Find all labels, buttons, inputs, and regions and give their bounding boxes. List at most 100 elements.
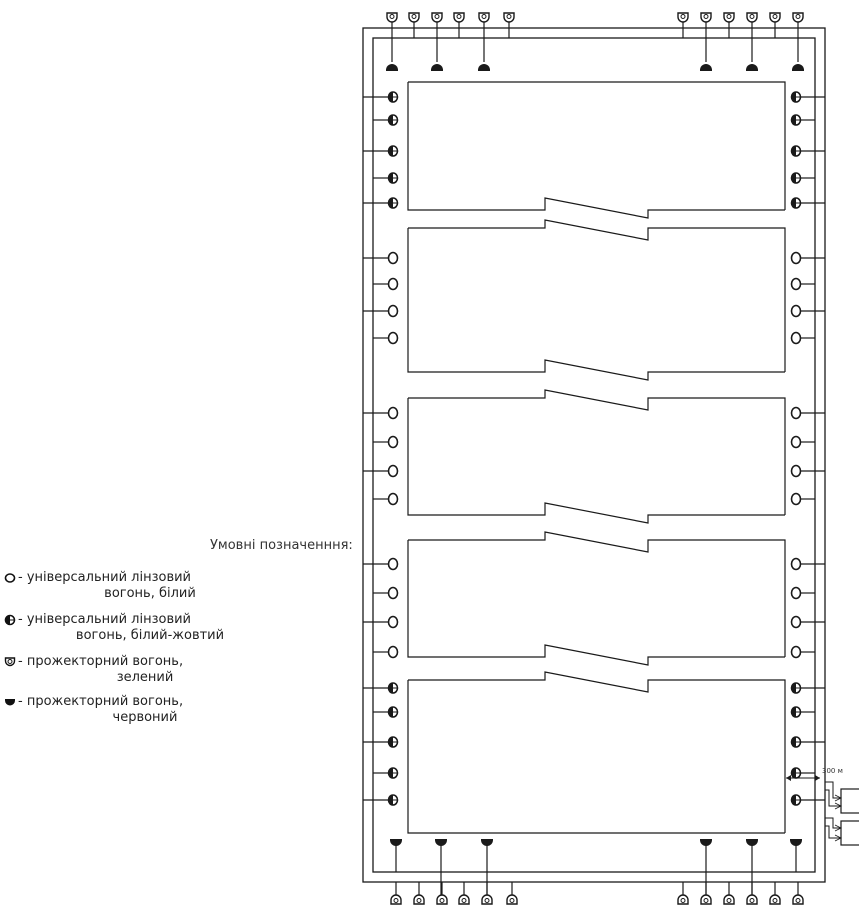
green-searchlight-light (792, 12, 804, 23)
green-searchlight-light (723, 12, 735, 23)
red-searchlight-light (700, 839, 712, 846)
white-lens-light (387, 645, 399, 659)
white-lens-light (387, 615, 399, 629)
red-searchlight-light (431, 64, 443, 71)
connector-arrow (834, 824, 842, 832)
white-lens-light (387, 557, 399, 571)
distance-arrow-head (815, 775, 820, 781)
connector-arrow (834, 794, 842, 802)
green-searchlight-light (453, 12, 465, 23)
green-searchlight-light (769, 12, 781, 23)
white-lens-light (790, 251, 802, 265)
green-searchlight-lens (506, 14, 512, 19)
green-searchlight-lens (411, 14, 417, 19)
green-searchlight-lens (680, 898, 686, 903)
connector-box (840, 788, 859, 814)
legend-item-label-cont: вогонь, білий-жовтий (75, 628, 225, 643)
connector-box (840, 820, 859, 846)
connector-arrow (834, 834, 842, 842)
white-lens-light (387, 464, 399, 478)
green-searchlight-lens (772, 14, 778, 19)
green-searchlight-light (503, 12, 515, 23)
green-searchlight-light (481, 894, 493, 905)
green-searchlight-light (408, 12, 420, 23)
outer-frame (362, 27, 826, 883)
green-searchlight-light (478, 12, 490, 23)
green-searchlight-lens (749, 898, 755, 903)
legend-item-label-cont: вогонь, білий (104, 586, 196, 601)
white-lens-light (387, 331, 399, 345)
red-searchlight-light (478, 64, 490, 71)
legend-title: Умовні позначенння: (210, 538, 353, 553)
white-lens-light (387, 492, 399, 506)
green-searchlight-lens (389, 14, 395, 19)
legend-item-white-yellow-lens: - універсальний лінзовий вогонь, білий-ж… (0, 612, 290, 644)
red-searchlight-light (790, 839, 802, 846)
white-lens-light (790, 304, 802, 318)
distance-label: 300 м (822, 767, 843, 775)
legend-item-label: - універсальний лінзовий (18, 612, 191, 627)
connector-wire (825, 817, 841, 829)
legend-item-label-cont: червоний (112, 710, 178, 725)
red-searchlight-light (386, 64, 398, 71)
block-outline-left (407, 540, 785, 666)
red-searchlight-light (746, 839, 758, 846)
red-searchlight-light (390, 839, 402, 846)
green-searchlight-lens (439, 898, 445, 903)
block-outline-right (408, 389, 786, 515)
green-searchlight-light (436, 894, 448, 905)
green-searchlight-light (792, 894, 804, 905)
white-lens-light (790, 464, 802, 478)
green-searchlight-light (723, 894, 735, 905)
green-searchlight-light (458, 894, 470, 905)
green-searchlight-lens (484, 898, 490, 903)
green-searchlight-lens (434, 14, 440, 19)
universal-lens-white-icon (4, 572, 16, 583)
green-searchlight-lens (703, 14, 709, 19)
red-searchlight-light (481, 839, 493, 846)
red-searchlight-light (792, 64, 804, 71)
legend-item-label: - прожекторний вогонь, (18, 694, 184, 709)
green-searchlight-lens (456, 14, 462, 19)
green-searchlight-lens (461, 898, 467, 903)
green-searchlight-lens (795, 898, 801, 903)
searchlight-red-icon (5, 698, 15, 705)
white-lens-light (387, 277, 399, 291)
green-searchlight-light (390, 894, 402, 905)
green-searchlight-light (386, 12, 398, 23)
green-searchlight-light (769, 894, 781, 905)
green-searchlight-light (413, 894, 425, 905)
green-searchlight-lens (481, 14, 487, 19)
white-lens-light (387, 304, 399, 318)
green-searchlight-lens (726, 14, 732, 19)
red-searchlight-light (746, 64, 758, 71)
green-searchlight-light (746, 894, 758, 905)
white-lens-light (790, 435, 802, 449)
white-lens-light (790, 586, 802, 600)
white-lens-light (790, 331, 802, 345)
white-lens-light (387, 406, 399, 420)
white-lens-light (790, 406, 802, 420)
red-searchlight-light (435, 839, 447, 846)
legend-item-label: - прожекторний вогонь, (18, 654, 184, 669)
green-searchlight-lens (703, 898, 709, 903)
block-outline-left (407, 398, 785, 524)
green-searchlight-light (431, 12, 443, 23)
legend-item-white-lens: - універсальний лінзовий вогонь, білий (0, 570, 290, 602)
green-searchlight-lens (795, 14, 801, 19)
green-searchlight-lens (680, 14, 686, 19)
connector-wire (825, 781, 841, 799)
connector-wire (825, 789, 841, 807)
connector-arrow (834, 802, 842, 810)
white-lens-light (790, 557, 802, 571)
block-outline-right (408, 219, 786, 372)
green-searchlight-lens (416, 898, 422, 903)
legend-item-label-cont: зелений (116, 670, 174, 685)
green-searchlight-lens (749, 14, 755, 19)
green-searchlight-light (700, 894, 712, 905)
universal-lens-white-yellow-icon (4, 614, 16, 625)
white-lens-light (790, 645, 802, 659)
green-searchlight-light (506, 894, 518, 905)
block-outline-right (408, 531, 786, 657)
